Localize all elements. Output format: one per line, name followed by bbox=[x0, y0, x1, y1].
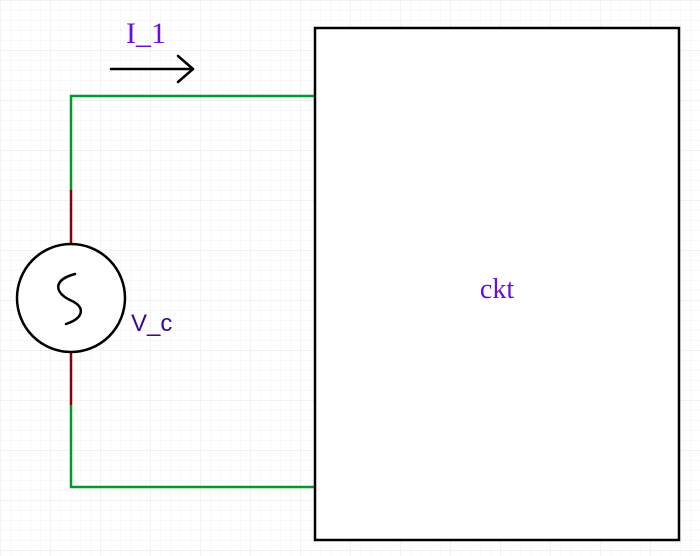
block-label: ckt bbox=[480, 274, 514, 305]
bottom-wire bbox=[69, 405, 315, 489]
circuit-block bbox=[313, 26, 681, 542]
top-wire bbox=[69, 94, 315, 190]
ac-source-icon bbox=[15, 242, 127, 354]
current-label: I_1 bbox=[126, 17, 166, 50]
source-label: V_c bbox=[131, 310, 172, 337]
arrow-right-icon bbox=[109, 54, 195, 84]
wires bbox=[69, 94, 315, 489]
